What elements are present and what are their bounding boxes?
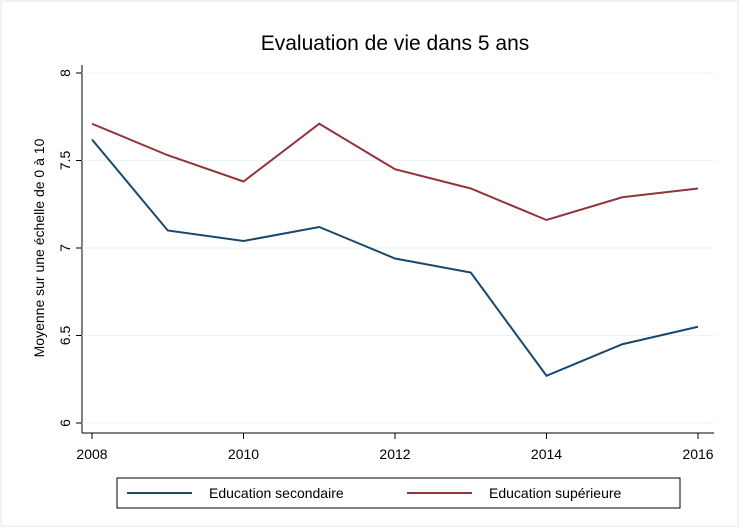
legend-label: Education secondaire bbox=[209, 485, 344, 501]
y-tick-label: 7.5 bbox=[57, 151, 73, 171]
y-tick-label: 6 bbox=[57, 419, 73, 427]
x-tick-label: 2014 bbox=[531, 446, 562, 462]
x-tick-label: 2016 bbox=[682, 446, 713, 462]
series-line bbox=[91, 138, 699, 377]
x-tick-label: 2008 bbox=[76, 446, 107, 462]
chart-title: Evaluation de vie dans 5 ans bbox=[261, 32, 530, 55]
y-axis-label: Moyenne sur une échelle de 0 à 10 bbox=[31, 138, 47, 357]
x-tick-label: 2012 bbox=[379, 446, 410, 462]
x-tick-label: 2010 bbox=[228, 446, 259, 462]
legend-box bbox=[116, 477, 681, 509]
y-tick-label: 7 bbox=[57, 244, 73, 252]
legend-label: Education supérieure bbox=[489, 485, 622, 501]
y-tick-label: 6.5 bbox=[57, 326, 73, 346]
series-line bbox=[91, 122, 699, 222]
y-tick-label: 8 bbox=[57, 69, 73, 77]
